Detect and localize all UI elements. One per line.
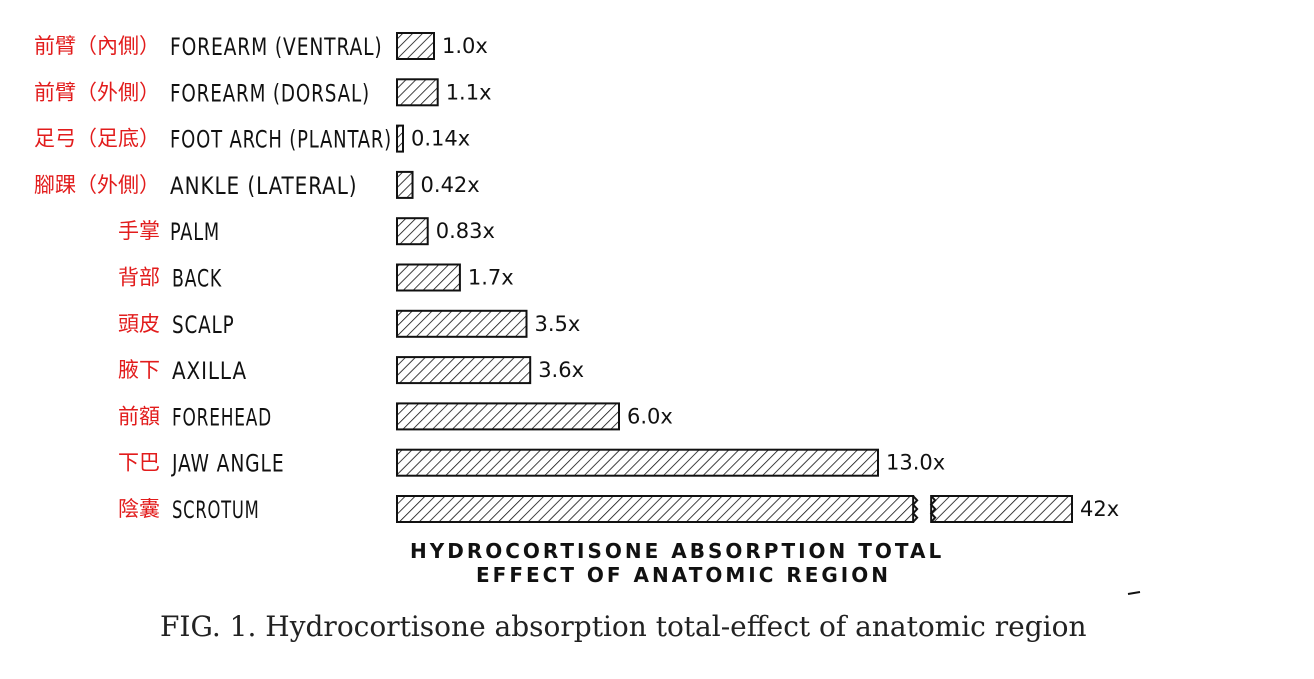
bar (396, 448, 879, 477)
value-label: 0.42x (421, 173, 480, 197)
category-label-en: JAW ANGLE (170, 450, 284, 478)
english-labels: FOREARM (VENTRAL) FOREARM (DORSAL) FOOT AR… (170, 33, 392, 524)
category-label-en: BACK (172, 265, 222, 293)
break-mark (929, 495, 937, 523)
category-label-zh: 腳踝（外側） (34, 173, 160, 197)
category-label-en: FOREARM (DORSAL) (170, 79, 370, 107)
x-axis-label-line1: HYDROCORTISONE ABSORPTION TOTAL (410, 539, 944, 563)
category-label-en: ANKLE (LATERAL) (170, 172, 358, 200)
break-mark (911, 495, 919, 523)
category-label-zh: 前臂（內側） (34, 34, 160, 58)
value-label: 6.0x (627, 404, 673, 428)
value-label: 3.5x (535, 312, 581, 336)
bar (396, 309, 528, 338)
value-label: 13.0x (886, 451, 945, 475)
category-label-zh: 陰囊 (118, 497, 160, 521)
category-label-zh: 手掌 (118, 219, 160, 243)
bar (396, 78, 439, 107)
value-label: 42x (1080, 497, 1119, 521)
category-label-en: FOREHEAD (172, 403, 272, 431)
value-label: 1.1x (446, 80, 492, 104)
bars (396, 32, 1074, 523)
category-label-zh: 前臂（外側） (34, 80, 160, 104)
bar (396, 495, 915, 523)
value-labels: 1.0x 1.1x 0.14x 0.42x 0.83x 1.7x 3.5x 3.6x 6.0x 1… (411, 34, 1119, 521)
category-label-zh: 前額 (118, 404, 160, 428)
bar (930, 495, 1074, 523)
bar (396, 263, 461, 292)
bar (396, 402, 620, 431)
category-label-zh: 背部 (118, 266, 160, 290)
category-label-en: SCROTUM (172, 496, 260, 524)
category-label-en: FOREARM (VENTRAL) (170, 33, 383, 61)
x-axis-label-line2: EFFECT OF ANATOMIC REGION (476, 563, 891, 587)
bar (396, 356, 532, 385)
category-label-zh: 頭皮 (118, 312, 160, 336)
value-label: 0.14x (411, 127, 470, 151)
category-label-zh: 腋下 (118, 358, 160, 382)
stray-mark (1127, 591, 1141, 595)
bar (396, 170, 414, 199)
bar (396, 124, 404, 153)
category-label-en: SCALP (172, 311, 235, 339)
value-label: 3.6x (538, 358, 584, 382)
value-label: 0.83x (436, 219, 495, 243)
figure-caption: FIG. 1. Hydrocortisone absorption total-… (160, 610, 1087, 643)
category-label-en: AXILLA (172, 357, 247, 385)
value-label: 1.0x (442, 34, 488, 58)
category-label-en: PALM (170, 218, 220, 246)
category-label-zh: 下巴 (118, 451, 160, 475)
bar (396, 32, 435, 60)
value-label: 1.7x (468, 266, 514, 290)
category-label-en: FOOT ARCH (PLANTAR) (170, 126, 392, 154)
bar (396, 217, 429, 246)
category-label-zh: 足弓（足底） (34, 127, 160, 151)
